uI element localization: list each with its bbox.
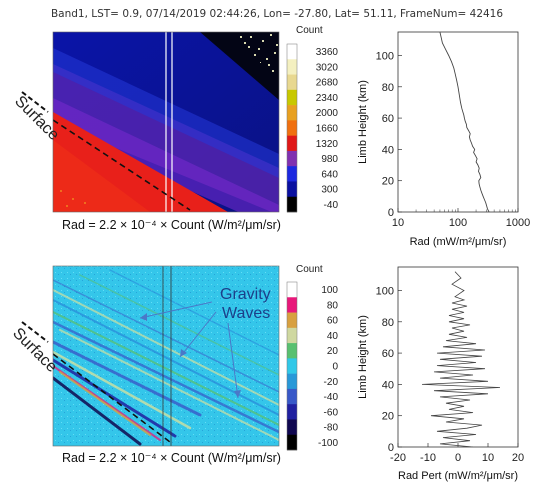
colorbar-swatch	[287, 89, 297, 106]
colorbar-swatch	[287, 343, 297, 359]
y-tick-label: 60	[382, 113, 394, 125]
colorbar-swatch	[287, 74, 297, 91]
bottom-perturbation-profile: 0 20 40 60 80 100 -20 -10 0 10 20 Rad Pert (mW/m²/…	[357, 266, 524, 482]
colorbar-swatch	[287, 434, 297, 451]
colorbar-tick-label: 1320	[316, 139, 339, 150]
y-tick-label: 0	[388, 207, 394, 219]
colorbar-swatch	[287, 105, 297, 121]
x-tick-label: -20	[390, 452, 406, 464]
colorbar-tick-label: 40	[327, 331, 339, 342]
top-limb-image	[52, 31, 280, 213]
gravity-label-line2: Waves	[222, 305, 270, 322]
bottom-formula: Rad = 2.2 × 10⁻⁴ × Count (W/m²/μm/sr)	[62, 451, 281, 465]
colorbar-tick-label: 2340	[316, 93, 339, 104]
colorbar-tick-label: -80	[324, 423, 339, 434]
top-profile-ylabel: Limb Height (km)	[357, 80, 369, 164]
colorbar-swatch	[287, 404, 297, 420]
colorbar-tick-label: 1660	[316, 124, 339, 135]
colorbar-swatch	[287, 196, 297, 213]
colorbar-tick-label: -40	[324, 392, 339, 403]
colorbar-swatch	[287, 358, 297, 374]
gravity-arrow-left	[139, 301, 213, 319]
colorbar-swatch	[287, 327, 297, 344]
colorbar-swatch	[287, 181, 297, 198]
colorbar-swatch	[287, 166, 297, 182]
bottom-surface-dash	[21, 321, 49, 343]
colorbar-swatch	[287, 59, 297, 75]
figure-header: Band1, LST= 0.9, 07/14/2019 02:44:26, Lo…	[51, 8, 503, 20]
colorbar-swatch	[287, 419, 297, 436]
colorbar-swatch	[287, 120, 297, 136]
colorbar-swatch	[287, 44, 297, 60]
radiance-profile-line	[439, 32, 490, 212]
colorbar-swatch	[287, 312, 297, 329]
top-profile-xlabel: Rad (mW/m²/μm/sr)	[410, 236, 507, 248]
colorbar-tick-label: 3360	[316, 47, 339, 58]
y-tick-label: 0	[388, 442, 394, 454]
perturbation-profile-line	[421, 271, 501, 447]
y-tick-label: 80	[382, 317, 394, 329]
colorbar-swatch	[287, 135, 297, 152]
top-surface-dash	[21, 91, 49, 113]
y-tick-label: 40	[382, 144, 394, 156]
colorbar-tick-label: 640	[321, 169, 338, 180]
colorbar-tick-label: 2680	[316, 78, 339, 89]
colorbar-tick-label: 300	[321, 185, 338, 196]
y-tick-label: 60	[382, 348, 394, 360]
bottom-colorbar: Count 100 80 60 40 20 0 -20 -40 -60 -80 -100	[286, 264, 339, 451]
colorbar-tick-label: 80	[327, 300, 339, 311]
colorbar-tick-label: -40	[324, 200, 339, 211]
top-colorbar: Count 3360 3020 2680 2340 2000 1660 1320 980 640…	[286, 25, 339, 213]
bottom-profile-ylabel: Limb Height (km)	[357, 315, 369, 399]
x-tick-label: 0	[455, 452, 461, 464]
colorbar-tick-label: -100	[318, 438, 338, 449]
colorbar-tick-label: -60	[324, 407, 339, 418]
y-tick-label: 100	[376, 285, 394, 297]
y-tick-label: 20	[382, 411, 394, 423]
x-tick-label: 10	[392, 217, 404, 229]
colorbar-tick-label: 2000	[316, 108, 339, 119]
x-tick-label: 100	[449, 217, 467, 229]
colorbar-swatch	[287, 282, 297, 298]
colorbar-swatch	[287, 388, 297, 405]
x-tick-label: 1000	[506, 217, 530, 229]
y-tick-label: 20	[382, 176, 394, 188]
colorbar-tick-label: 60	[327, 316, 339, 327]
bottom-surface-annotation: Surface	[9, 321, 60, 376]
colorbar-swatch	[287, 297, 297, 313]
y-tick-label: 100	[376, 50, 394, 62]
colorbar-tick-label: -20	[324, 377, 339, 388]
y-tick-label: 80	[382, 82, 394, 94]
bottom-profile-xlabel: Rad Pert (mW/m²/μm/sr)	[398, 470, 518, 482]
top-colorbar-title: Count	[296, 25, 323, 36]
gravity-arrow-right	[227, 322, 239, 399]
colorbar-tick-label: 20	[327, 346, 339, 357]
colorbar-swatch	[287, 150, 297, 167]
colorbar-tick-label: 100	[321, 285, 338, 296]
x-tick-label: 20	[512, 452, 524, 464]
colorbar-tick-label: 0	[332, 362, 338, 373]
colorbar-tick-label: 3020	[316, 62, 339, 73]
x-tick-label: -10	[420, 452, 436, 464]
x-tick-label: 10	[482, 452, 494, 464]
colorbar-swatch	[287, 373, 297, 390]
bottom-perturbation-image	[52, 265, 280, 447]
colorbar-tick-label: 980	[321, 154, 338, 165]
gravity-arrow-middle	[179, 311, 217, 358]
gravity-label-line1: Gravity	[220, 286, 271, 303]
y-tick-label: 40	[382, 379, 394, 391]
bottom-colorbar-title: Count	[296, 264, 323, 275]
gravity-waves-annotation: Gravity Waves	[139, 286, 271, 399]
top-formula: Rad = 2.2 × 10⁻⁴ × Count (W/m²/μm/sr)	[62, 218, 281, 232]
